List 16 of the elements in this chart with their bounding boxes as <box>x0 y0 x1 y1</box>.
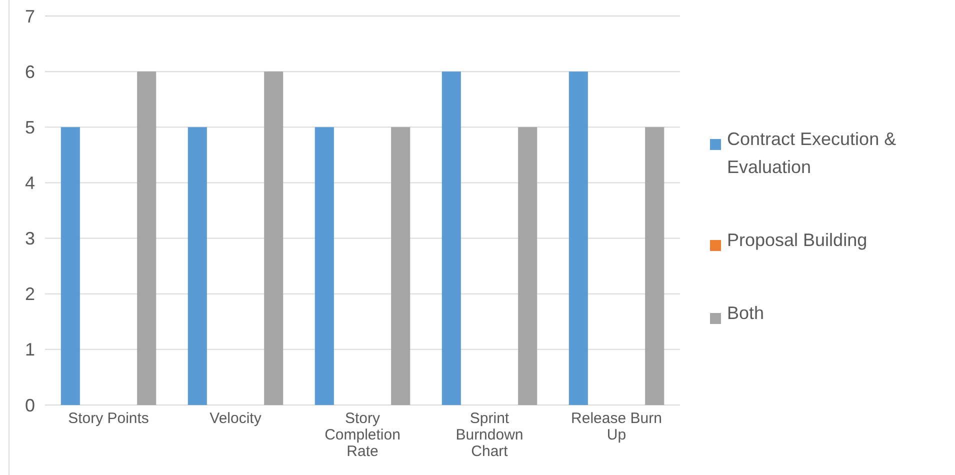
y-tick-label: 5 <box>24 117 35 138</box>
x-tick-label: Release Burn Up <box>571 410 662 444</box>
y-tick-label: 7 <box>24 6 35 26</box>
y-tick-label: 4 <box>24 173 35 194</box>
x-tick-label: Sprint Burndown Chart <box>456 410 524 460</box>
x-tick-label: Story Completion Rate <box>324 410 400 460</box>
y-tick-label: 6 <box>24 62 35 82</box>
y-tick-label: 1 <box>24 340 35 360</box>
legend-label: Contract Execution & Evaluation <box>727 129 896 177</box>
x-tick-label: Story Points <box>68 410 149 427</box>
y-tick-label: 0 <box>24 395 35 416</box>
legend-label: Proposal Building <box>727 230 868 250</box>
y-tick-label: 3 <box>24 228 35 249</box>
legend-label: Both <box>727 303 764 323</box>
x-tick-label: Velocity <box>210 410 262 427</box>
y-tick-label: 2 <box>24 284 35 304</box>
